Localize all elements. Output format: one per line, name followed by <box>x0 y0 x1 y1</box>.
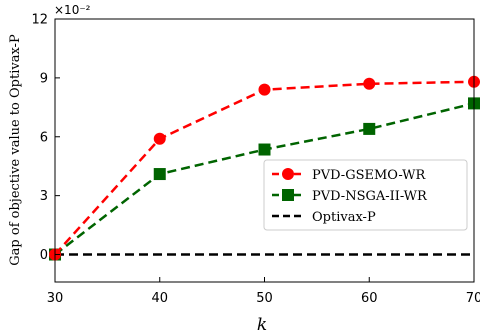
x-tick-label: 50 <box>256 291 273 306</box>
legend-label-gsemo: PVD-GSEMO-WR <box>312 168 426 183</box>
y-tick-label: 6 <box>40 130 48 145</box>
series-point-pvd-nsga-ii-wr <box>258 143 271 156</box>
y-tick-label: 0 <box>40 248 48 263</box>
legend-frame <box>263 159 468 231</box>
series-point-pvd-gsemo-wr <box>153 132 166 145</box>
x-tick-label: 40 <box>151 291 168 306</box>
y-axis-multiplier: ×10⁻² <box>54 3 91 17</box>
legend-label-optivax: Optivax-P <box>312 210 376 225</box>
plot-frame <box>54 18 475 283</box>
series-point-pvd-nsga-ii-wr <box>153 168 166 181</box>
series-point-pvd-nsga-ii-wr <box>363 122 376 135</box>
y-tick-label: 3 <box>40 189 48 204</box>
x-tick-label: 30 <box>47 291 64 306</box>
series-point-pvd-gsemo-wr <box>258 83 271 96</box>
x-axis-label: k <box>257 315 267 335</box>
plot-lines <box>49 75 480 261</box>
x-tick-label: 60 <box>361 291 378 306</box>
y-tick-label: 12 <box>31 13 48 28</box>
x-axis-ticks: 30 40 50 60 70 <box>47 277 480 306</box>
y-tick-label: 9 <box>40 71 48 86</box>
legend-marker-gsemo <box>282 168 294 180</box>
legend: PVD-GSEMO-WR PVD-NSGA-II-WR Optivax-P <box>263 159 468 231</box>
y-axis-ticks: 0 3 6 9 12 <box>31 13 60 263</box>
x-tick-label: 70 <box>466 291 480 306</box>
legend-label-nsga: PVD-NSGA-II-WR <box>312 189 428 204</box>
series-point-pvd-gsemo-wr <box>363 77 376 90</box>
y-axis-label: Gap of objective value to Optivax-P <box>8 34 23 266</box>
legend-marker-nsga <box>282 189 294 201</box>
